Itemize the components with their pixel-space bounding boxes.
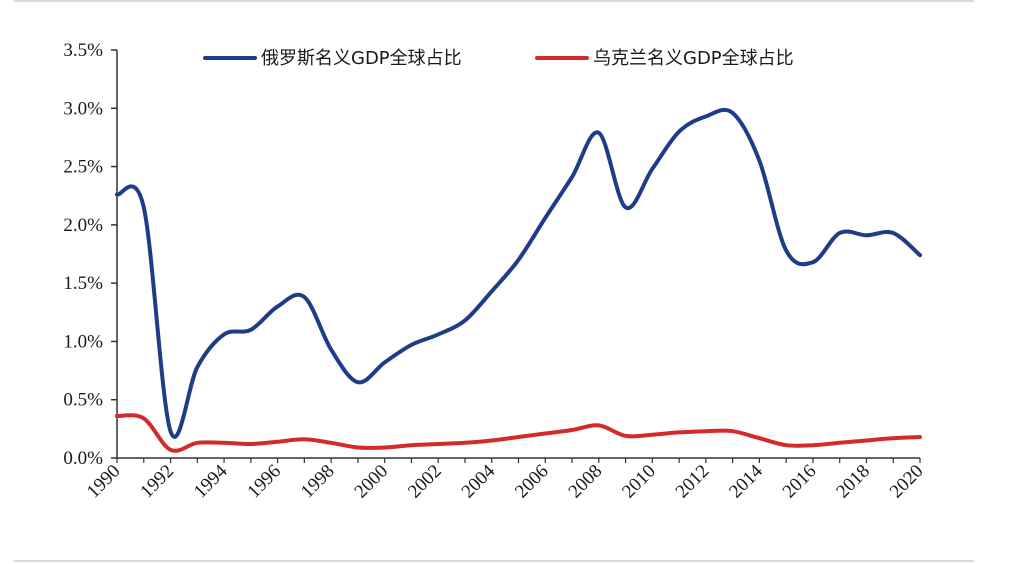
x-tick-label: 1992 [136,461,178,503]
x-tick-label: 1996 [243,461,285,503]
series-layer [115,107,922,453]
y-tick-label: 0.0% [63,448,103,469]
x-tick-label: 2010 [618,461,660,503]
y-tick-label: 1.0% [63,331,103,352]
x-tick-label: 2000 [350,461,392,503]
series-line-1 [115,107,922,439]
x-tick-label: 2002 [404,461,446,503]
bottom-divider [14,560,974,562]
x-tick-label: 2004 [458,460,500,502]
y-tick-label: 2.5% [63,157,103,178]
x-tick-label: 1994 [190,460,232,502]
x-tick-label: 2016 [779,461,821,503]
series-line-2 [115,413,922,453]
y-tick-label: 2.0% [63,215,103,236]
legend-label-2: 乌克兰名义GDP全球占比 [593,48,794,69]
top-divider [14,0,974,2]
legend: 俄罗斯名义GDP全球占比 乌克兰名义GDP全球占比 [203,48,794,69]
x-tick-label: 1998 [297,461,339,503]
y-tick-label: 3.5% [63,40,103,61]
x-tick-label: 2006 [511,461,553,503]
x-tick-label: 2014 [725,460,767,502]
axes: 0.0%0.5%1.0%1.5%2.0%2.5%3.0%3.5%1990 1992… [63,40,927,502]
x-tick-label: 2012 [672,461,714,503]
legend-label-1: 俄罗斯名义GDP全球占比 [261,48,462,69]
x-tick-label: 2020 [886,461,928,503]
y-tick-label: 1.5% [63,273,103,294]
x-tick-label: 2008 [565,461,607,503]
y-tick-label: 0.5% [63,390,103,411]
x-tick-label: 2018 [832,461,874,503]
y-tick-label: 3.0% [63,98,103,119]
